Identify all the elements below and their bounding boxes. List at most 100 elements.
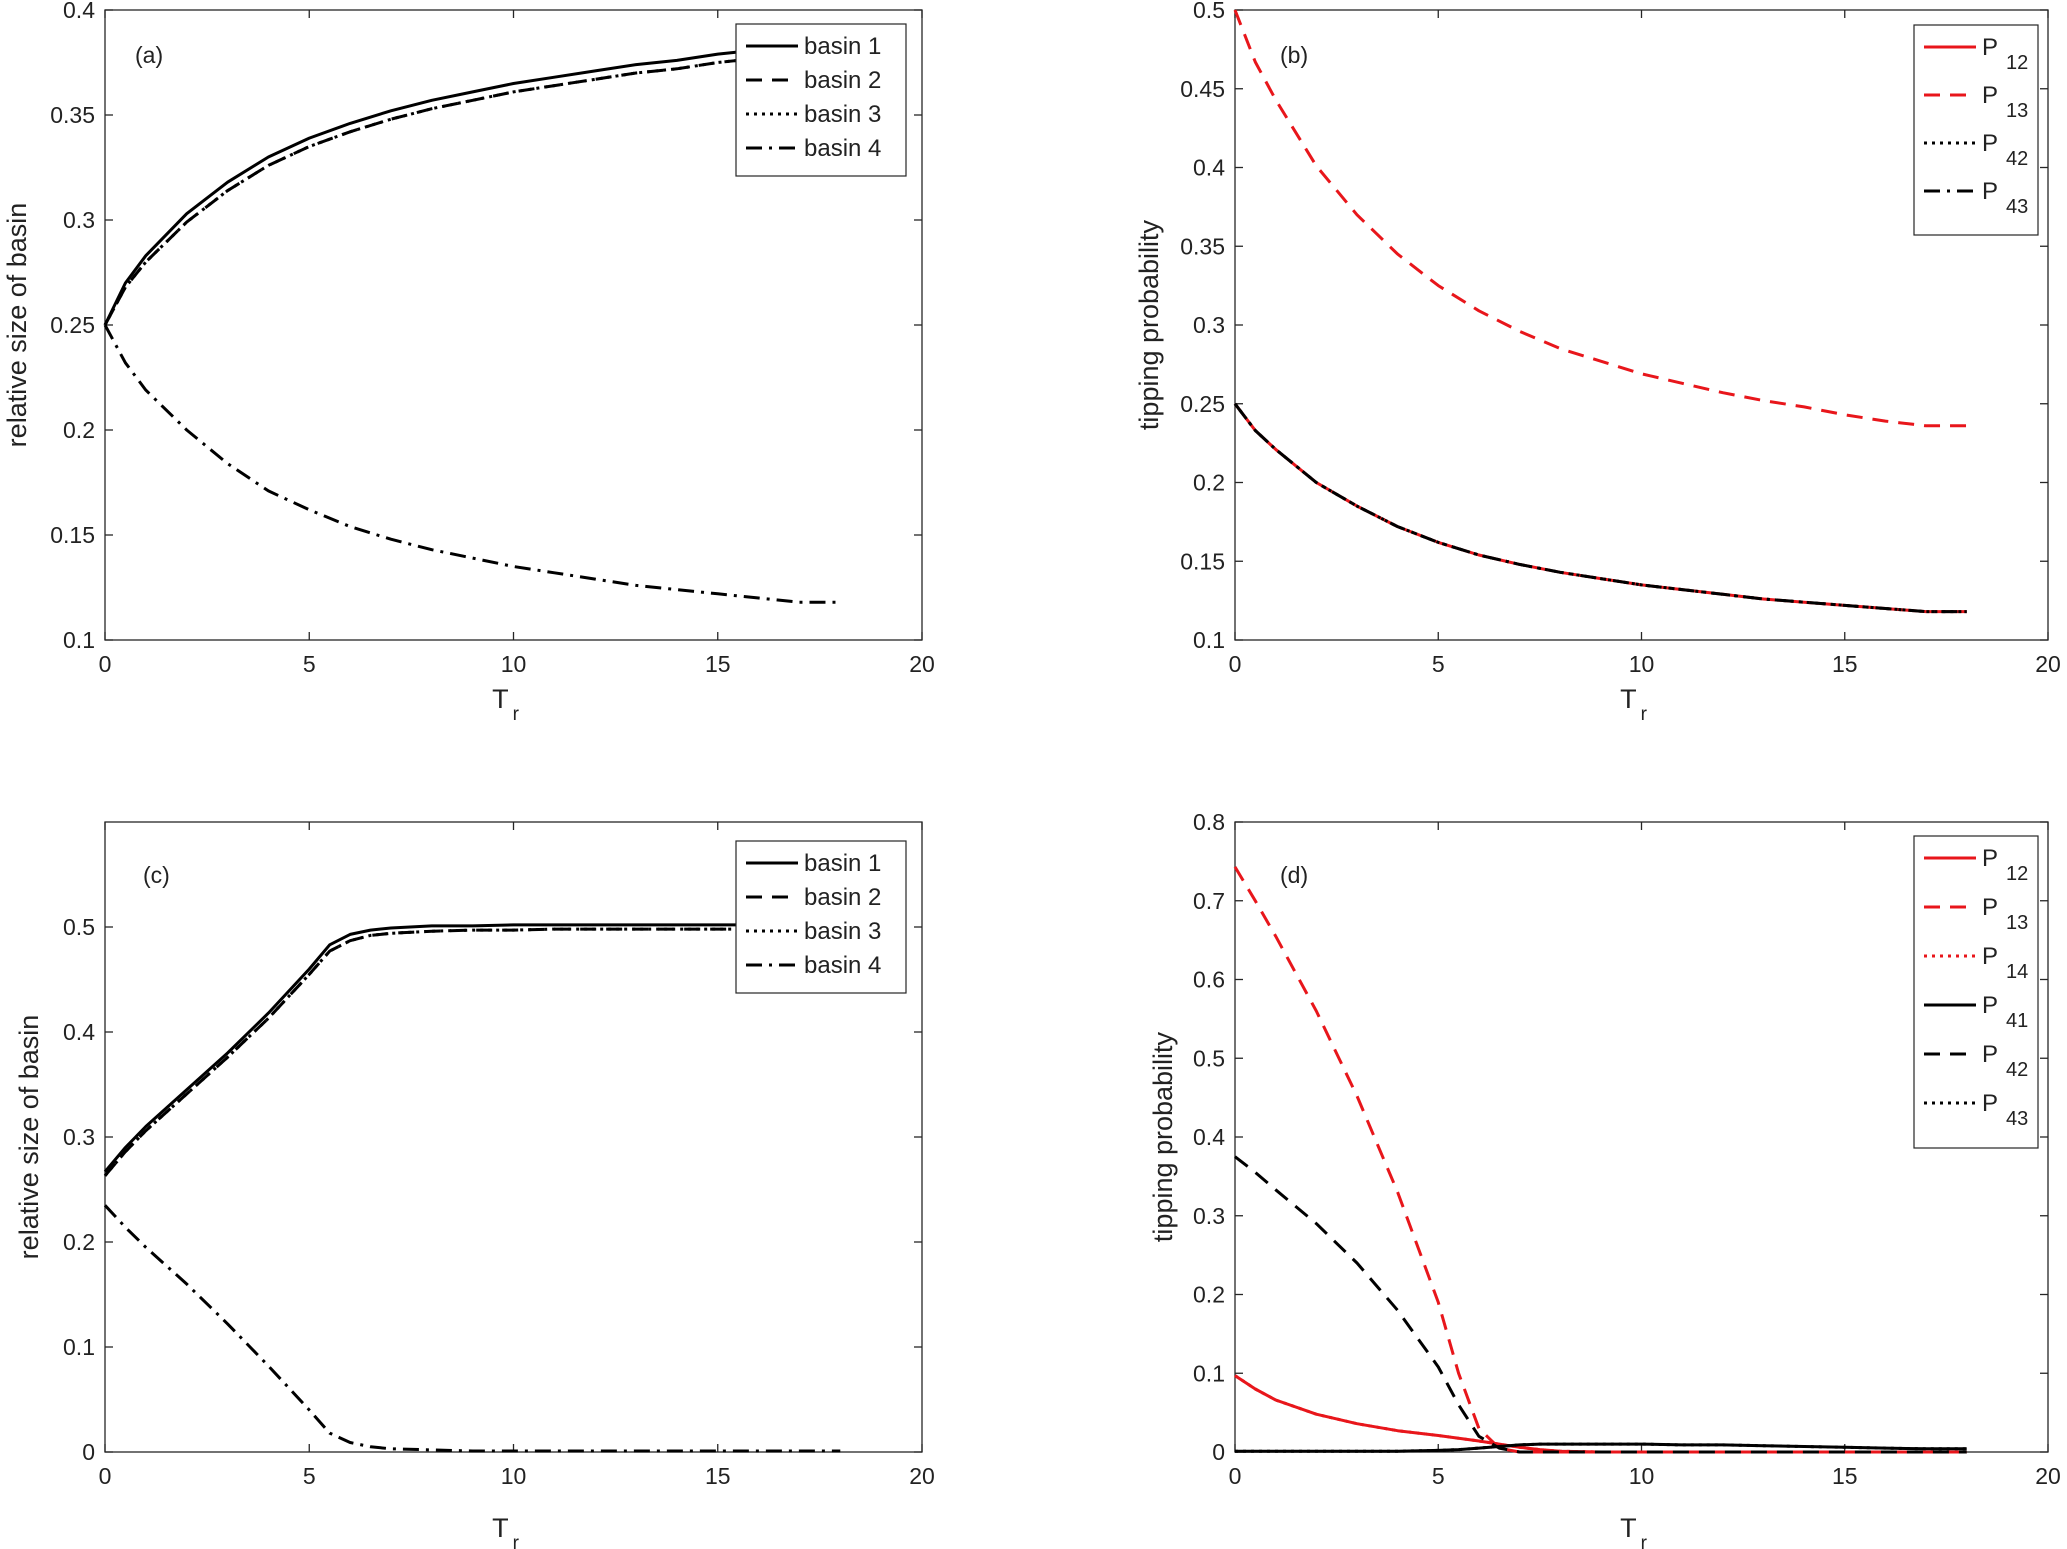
y-tick-label: 0.4 — [63, 0, 95, 23]
legend-entry-subscript: 13 — [2006, 912, 2028, 934]
y-tick-label: 0.5 — [1193, 1045, 1225, 1071]
x-tick-label: 15 — [1832, 651, 1858, 677]
legend-entry-main: basin 4 — [804, 952, 881, 979]
y-tick-label: 0 — [82, 1439, 95, 1465]
y-axis-label: tipping probability — [1134, 219, 1164, 430]
x-axis-label-main: T — [1620, 1513, 1637, 1543]
x-axis-label-subscript: r — [513, 1533, 520, 1549]
legend: P 12 P 13 P 42 P 43 — [1913, 24, 2039, 236]
legend-entry-label: P 42 — [1982, 1041, 2028, 1081]
legend-entry-subscript: 12 — [2006, 52, 2028, 74]
y-tick-label: 0.35 — [50, 102, 95, 128]
y-tick-label: 0.4 — [1193, 1124, 1225, 1150]
y-tick-label: 0.3 — [63, 207, 95, 233]
legend-entry-label: basin 4 — [804, 952, 881, 979]
x-axis-label-main: T — [492, 1513, 509, 1543]
legend: basin 1 basin 2 basin 3 basin 4 — [735, 23, 907, 177]
legend-entry-label: P 43 — [1982, 1090, 2028, 1130]
legend-entry-label: basin 3 — [804, 918, 881, 945]
y-tick-label: 0.7 — [1193, 888, 1225, 914]
y-tick-label: 0.5 — [63, 914, 95, 940]
legend-entry-label: P 12 — [1982, 845, 2028, 885]
y-tick-label: 0.15 — [1180, 548, 1225, 574]
series-line-basin-3 — [103, 927, 841, 1177]
legend-entry-main: basin 3 — [804, 101, 881, 128]
y-tick-label: 0.1 — [1193, 1360, 1225, 1386]
legend-entry-label: basin 1 — [804, 33, 881, 60]
series-line-basin-3 — [103, 54, 841, 326]
y-tick-label: 0.4 — [1193, 155, 1225, 181]
series-line-basin-1 — [103, 923, 841, 1173]
panel-tag: (b) — [1280, 42, 1308, 68]
x-tick-label: 0 — [1229, 1463, 1242, 1489]
series-line-p-43 — [1233, 402, 1967, 614]
y-tick-label: 0.25 — [50, 312, 95, 338]
series-line-p-42 — [1233, 402, 1967, 614]
legend-entry-main: basin 2 — [804, 67, 881, 94]
series-line-basin-4 — [103, 1204, 841, 1453]
legend-box — [1913, 835, 2039, 1149]
y-tick-label: 0.25 — [1180, 391, 1225, 417]
legend-entry-label: P 42 — [1982, 130, 2028, 170]
x-tick-label: 5 — [303, 651, 316, 677]
y-tick-label: 0.2 — [63, 1229, 95, 1255]
y-axis-label: relative size of basin — [2, 203, 32, 448]
x-axis-label-subscript: r — [1641, 1533, 1648, 1549]
series-line-basin-2 — [103, 927, 841, 1177]
chart-panel-3: 0 5 10 15 20 0 0.1 0.2 0.3 0.4 0.5 Tr relative size … — [14, 821, 935, 1549]
x-axis-label-subscript: r — [513, 704, 520, 725]
y-tick-label: 0.3 — [63, 1124, 95, 1150]
y-tick-label: 0 — [1212, 1439, 1225, 1465]
legend-entry-label: basin 3 — [804, 101, 881, 128]
legend-entry-main: P — [1982, 894, 1998, 921]
legend-box — [1913, 24, 2039, 236]
x-tick-label: 10 — [1629, 651, 1655, 677]
x-axis-label-main: T — [1620, 684, 1637, 714]
legend-entry-label: P 14 — [1982, 943, 2028, 983]
legend-entry-main: basin 3 — [804, 918, 881, 945]
y-tick-label: 0.2 — [1193, 1282, 1225, 1308]
series-line-p-13 — [1233, 866, 1967, 1454]
y-axis-label: tipping probability — [1148, 1031, 1178, 1242]
legend-entry-label: P 12 — [1982, 34, 2028, 74]
legend-box — [735, 23, 907, 177]
legend-entry-main: P — [1982, 178, 1998, 205]
x-axis-label-main: T — [492, 684, 509, 714]
series-line-p-12 — [1234, 1374, 1967, 1454]
x-axis-label: Tr — [1620, 684, 1648, 725]
series-line-basin-1 — [103, 46, 841, 326]
legend-entry-main: P — [1982, 943, 1998, 970]
legend-box — [735, 840, 907, 994]
legend-entry-subscript: 12 — [2006, 863, 2028, 885]
legend-entry-label: basin 1 — [804, 850, 881, 877]
x-tick-label: 5 — [1432, 1463, 1445, 1489]
legend-entry-main: P — [1982, 34, 1998, 61]
series-line-basin-4 — [103, 324, 841, 604]
x-tick-label: 0 — [99, 651, 112, 677]
series-line-p-42 — [1234, 1155, 1967, 1454]
legend-entry-label: basin 2 — [804, 884, 881, 911]
legend: P 12 P 13 P 14 P 41 P 42 P 43 — [1913, 835, 2039, 1149]
x-tick-label: 15 — [705, 1463, 731, 1489]
x-tick-label: 10 — [1629, 1463, 1655, 1489]
legend-entry-label: basin 2 — [804, 67, 881, 94]
legend-entry-main: P — [1982, 82, 1998, 109]
legend-entry-subscript: 41 — [2006, 1010, 2028, 1032]
legend-entry-subscript: 13 — [2006, 100, 2028, 122]
legend-entry-label: basin 4 — [804, 135, 881, 162]
y-tick-label: 0.45 — [1180, 76, 1225, 102]
x-tick-label: 20 — [909, 1463, 935, 1489]
chart-panel-4: 0 5 10 15 20 0 0.1 0.2 0.3 0.4 0.5 0.6 0.7 0.8 Tr tippi… — [1148, 809, 2061, 1549]
series-line-p-14 — [1234, 1374, 1967, 1454]
x-tick-label: 15 — [705, 651, 731, 677]
x-tick-label: 15 — [1832, 1463, 1858, 1489]
y-tick-label: 0.5 — [1193, 0, 1225, 23]
legend-entry-subscript: 14 — [2006, 961, 2028, 983]
x-tick-label: 5 — [1432, 651, 1445, 677]
legend-entry-main: P — [1982, 1090, 1998, 1117]
y-tick-label: 0.2 — [1193, 470, 1225, 496]
x-axis-label: Tr — [492, 684, 520, 725]
legend-entry-subscript: 43 — [2006, 1108, 2028, 1130]
y-tick-label: 0.2 — [63, 417, 95, 443]
